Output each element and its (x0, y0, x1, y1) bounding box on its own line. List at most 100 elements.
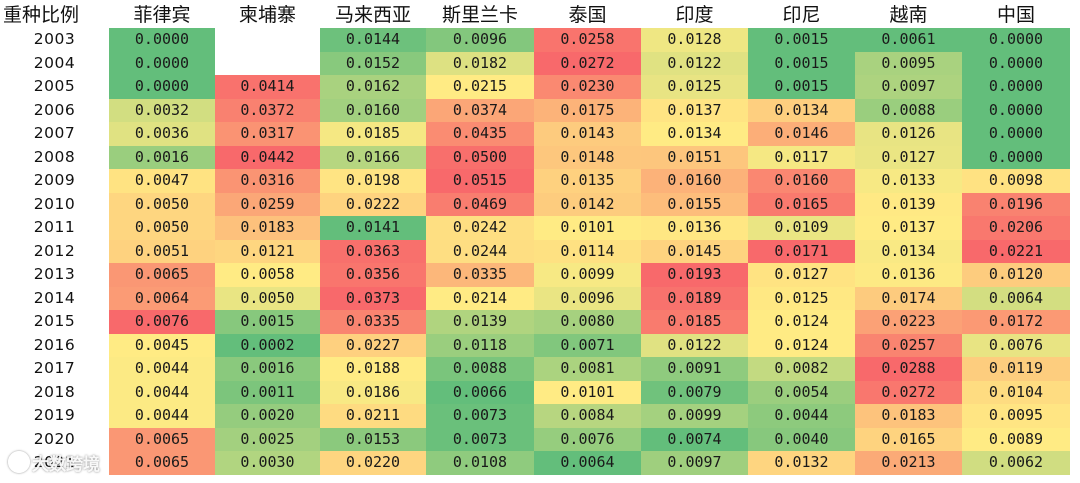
heatmap-cell: 0.0146 (748, 122, 855, 146)
heatmap-cell: 0.0500 (426, 145, 534, 169)
heatmap-cell: 0.0174 (855, 286, 962, 310)
heatmap-cell: 0.0137 (855, 216, 962, 240)
heatmap-cell: 0.0097 (855, 75, 962, 99)
heatmap-cell: 0.0363 (320, 239, 426, 263)
heatmap-cell: 0.0064 (534, 451, 641, 475)
heatmap-cell: 0.0074 (641, 427, 748, 451)
row-label-2020: 2020 (33, 429, 76, 448)
heatmap-cell: 0.0188 (320, 357, 426, 381)
heatmap-cell: 0.0213 (855, 451, 962, 475)
heatmap-cell: 0.0121 (215, 239, 320, 263)
column-header-1: 菲律宾 (133, 4, 191, 26)
column-header-9: 中国 (996, 4, 1035, 26)
row-label-2017: 2017 (33, 359, 76, 377)
heatmap-cell: 0.0139 (426, 310, 534, 334)
heatmap-cell: 0.0144 (320, 28, 426, 52)
row-label-2016: 2016 (33, 335, 76, 354)
heatmap-cell: 0.0071 (534, 333, 641, 357)
heatmap-cell: 0.0000 (109, 28, 215, 52)
heatmap-cell: 0.0148 (534, 145, 641, 169)
heatmap-cell: 0.0220 (320, 451, 426, 475)
heatmap-cell: 0.0050 (109, 216, 215, 240)
heatmap-cell: 0.0044 (109, 357, 215, 381)
heatmap-cell: 0.0108 (426, 451, 534, 475)
heatmap-cell: 0.0050 (215, 286, 320, 310)
row-label-2005: 2005 (33, 77, 76, 95)
heatmap-cell: 0.0064 (962, 286, 1070, 310)
heatmap-cell: 0.0155 (641, 192, 748, 216)
heatmap-cell: 0.0141 (320, 216, 426, 240)
heatmap-cell: 0.0288 (855, 357, 962, 381)
heatmap-cell: 0.0045 (109, 333, 215, 357)
heatmap-cell: 0.0257 (855, 333, 962, 357)
column-header-4: 斯里兰卡 (441, 4, 518, 26)
heatmap-cell: 0.0136 (641, 216, 748, 240)
heatmap-cell: 0.0186 (320, 380, 426, 404)
row-label-2012: 2012 (33, 241, 76, 260)
heatmap-cell: 0.0058 (215, 263, 320, 287)
heatmap-cell: 0.0211 (320, 404, 426, 428)
heatmap-cell: 0.0227 (320, 333, 426, 357)
heatmap-cell: 0.0124 (748, 310, 855, 334)
heatmap-cell: 0.0076 (109, 310, 215, 334)
heatmap-cell: 0.0000 (962, 28, 1070, 52)
heatmap-cell: 0.0082 (748, 357, 855, 381)
heatmap-cell: 0.0259 (215, 192, 320, 216)
heatmap-cell: 0.0020 (215, 404, 320, 428)
row-label-2003: 2003 (33, 30, 76, 48)
heatmap-cell: 0.0373 (320, 286, 426, 310)
heatmap-cell: 0.0124 (748, 333, 855, 357)
heatmap-cell: 0.0000 (109, 51, 215, 75)
heatmap-cell: 0.0272 (534, 51, 641, 75)
heatmap-cell: 0.0030 (215, 451, 320, 475)
heatmap-cell: 0.0316 (215, 169, 320, 193)
heatmap-cell: 0.0132 (748, 451, 855, 475)
heatmap-cell: 0.0032 (109, 98, 215, 122)
heatmap-cell: 0.0151 (641, 145, 748, 169)
heatmap-cell: 0.0125 (641, 75, 748, 99)
heatmap-cell: 0.0015 (748, 75, 855, 99)
heatmap-cell: 0.0088 (855, 98, 962, 122)
heatmap-cell: 0.0091 (641, 357, 748, 381)
heatmap-cell: 0.0127 (748, 263, 855, 287)
heatmap-cell: 0.0136 (855, 263, 962, 287)
heatmap-cell: 0.0317 (215, 122, 320, 146)
heatmap-cell: 0.0356 (320, 263, 426, 287)
heatmap-cell: 0.0185 (641, 310, 748, 334)
heatmap-cell: 0.0222 (320, 192, 426, 216)
heatmap-cell: 0.0162 (320, 75, 426, 99)
column-header-2: 柬埔寨 (238, 4, 296, 26)
column-header-7: 印尼 (782, 4, 821, 26)
heatmap-cell: 0.0099 (534, 263, 641, 287)
heatmap-cell: 0.0214 (426, 286, 534, 310)
heatmap-cell: 0.0160 (748, 169, 855, 193)
heatmap-cell: 0.0015 (748, 28, 855, 52)
heatmap-cell: 0.0215 (426, 75, 534, 99)
heatmap-cell: 0.0097 (641, 451, 748, 475)
heatmap-cell: 0.0374 (426, 98, 534, 122)
heatmap-cell: 0.0044 (109, 380, 215, 404)
heatmap-cell: 0.0066 (426, 380, 534, 404)
heatmap-cell: 0.0051 (109, 239, 215, 263)
heatmap-cell (215, 51, 320, 75)
heatmap-cell: 0.0127 (855, 145, 962, 169)
heatmap-cell: 0.0080 (534, 310, 641, 334)
heatmap-cell: 0.0000 (962, 75, 1070, 99)
heatmap-cell: 0.0000 (962, 122, 1070, 146)
heatmap-cell: 0.0152 (320, 51, 426, 75)
heatmap-cell: 0.0096 (426, 28, 534, 52)
heatmap-cell: 0.0073 (426, 404, 534, 428)
row-label-2019: 2019 (33, 406, 76, 424)
column-header-8: 越南 (889, 4, 928, 26)
row-label-2010: 2010 (33, 194, 76, 213)
heatmap-cell: 0.0193 (641, 263, 748, 287)
heatmap-cell: 0.0139 (855, 192, 962, 216)
heatmap-cell: 0.0515 (426, 169, 534, 193)
heatmap-cell: 0.0084 (534, 404, 641, 428)
heatmap-cell: 0.0109 (748, 216, 855, 240)
row-label-2007: 2007 (33, 124, 76, 142)
heatmap-cell: 0.0114 (534, 239, 641, 263)
heatmap-cell: 0.0469 (426, 192, 534, 216)
heatmap-cell: 0.0099 (641, 404, 748, 428)
heatmap-cell: 0.0000 (962, 51, 1070, 75)
